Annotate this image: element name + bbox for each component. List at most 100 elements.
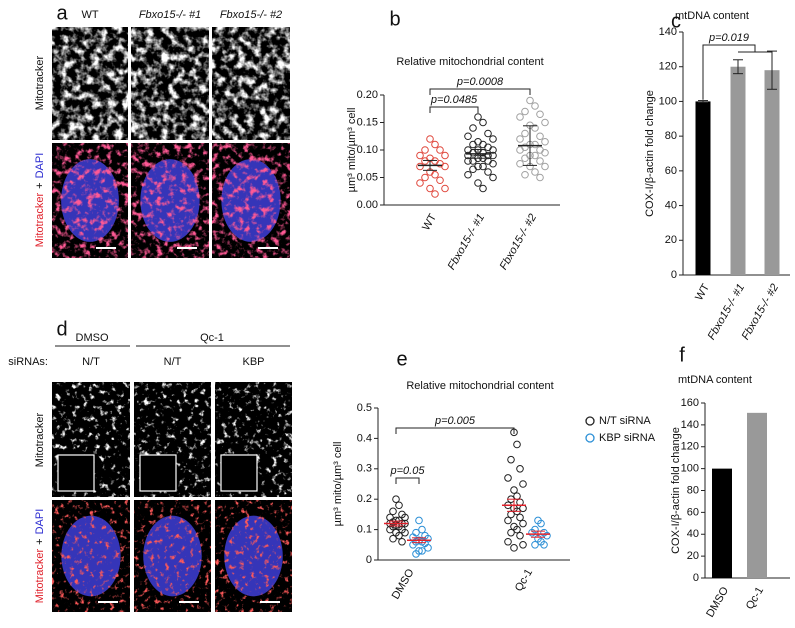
panel-letter: b: [389, 8, 400, 30]
data-point: [421, 157, 429, 165]
sirna-label: siRNAs:: [8, 356, 48, 368]
y-tick-label: 0.4: [357, 432, 372, 444]
data-point: [441, 151, 449, 160]
data-point: [489, 151, 497, 160]
data-point: [504, 537, 512, 546]
data-point: [516, 135, 524, 143]
data-point: [479, 118, 487, 127]
data-point: [484, 168, 492, 176]
data-point: [392, 495, 400, 504]
y-tick-label: 0.1: [357, 524, 372, 536]
panel-letter: a: [56, 2, 68, 24]
y-tick-label: 0.3: [357, 463, 372, 475]
data-point: [536, 110, 544, 119]
y-axis-label: µm³ mito/µm³ cell: [332, 442, 344, 527]
texture: [52, 500, 130, 612]
y-tick-label: 140: [659, 26, 677, 38]
y-axis-label: COX-I/β-actin fold change: [644, 90, 656, 217]
data-point: [540, 541, 548, 549]
inset: [139, 454, 177, 492]
data-point: [389, 507, 397, 516]
significance-bracket: [429, 106, 479, 113]
bar: [730, 66, 746, 275]
data-point: [479, 162, 487, 171]
texture: [212, 143, 290, 258]
row-label-part: DAPI: [34, 153, 46, 179]
data-point: [521, 170, 529, 179]
bar: [695, 101, 711, 275]
data-point: [531, 140, 539, 149]
treatment-label: Qc-1: [200, 332, 224, 344]
row-label-part: +: [34, 538, 46, 544]
micrograph: [131, 27, 209, 140]
micrograph: [215, 382, 292, 497]
data-point: [401, 513, 409, 522]
data-point: [521, 129, 529, 138]
data-point: [519, 519, 527, 528]
data-point: [489, 173, 497, 182]
data-point: [519, 480, 527, 488]
chart-title: mtDNA content: [678, 374, 752, 386]
texture: [131, 143, 209, 258]
data-point: [418, 547, 426, 555]
panel-letter: e: [396, 348, 407, 370]
data-point: [479, 184, 487, 193]
data-point: [464, 151, 472, 160]
sirna: N/T: [164, 356, 182, 368]
data-point: [513, 525, 521, 534]
data-point: [418, 525, 426, 534]
chart-title: Relative mitochondrial content: [406, 380, 553, 392]
data-point: [521, 154, 529, 163]
row-label: Mitotracker: [34, 412, 46, 467]
data-point: [521, 107, 529, 116]
data-point: [436, 176, 444, 185]
data-point: [513, 440, 521, 449]
data-point: [416, 179, 424, 187]
x-tick-label: DMSO: [704, 585, 731, 620]
x-tick-label: Qc-1: [513, 567, 535, 594]
data-point: [436, 146, 444, 154]
row-label: Mitotracker: [34, 55, 46, 110]
data-point: [489, 135, 497, 143]
data-point: [531, 151, 539, 160]
micrograph: [52, 27, 128, 140]
micrograph: [52, 382, 130, 497]
legend-marker: [585, 416, 595, 426]
legend-label: KBP siRNA: [599, 432, 656, 444]
y-tick-label: 120: [681, 441, 699, 453]
x-tick-label: WT: [693, 282, 712, 303]
y-tick-label: 160: [681, 397, 699, 409]
x-tick-label: Fbxo15-/- #1: [446, 212, 488, 272]
data-point: [516, 513, 524, 522]
row-label: Mitotracker + DAPI: [34, 153, 46, 248]
data-point: [441, 184, 449, 193]
x-tick-label: WT: [420, 212, 439, 233]
data-point: [516, 146, 524, 154]
data-point: [543, 531, 551, 540]
y-tick-label: 100: [681, 463, 699, 475]
data-point: [541, 162, 549, 171]
y-tick-label: 40: [687, 528, 699, 540]
y-tick-label: 80: [687, 484, 699, 496]
y-axis-label: COX-I/β-actin fold change: [670, 427, 682, 554]
sirna: KBP: [242, 356, 264, 368]
data-point: [537, 519, 545, 528]
y-tick-label: 40: [665, 199, 677, 211]
texture: [131, 27, 209, 140]
data-point: [409, 541, 417, 549]
y-tick-label: 0.00: [357, 199, 378, 211]
data-point: [421, 173, 429, 182]
y-tick-label: 80: [665, 130, 677, 142]
data-point: [536, 146, 544, 154]
row-label-part: DAPI: [34, 509, 46, 535]
row-label-part: +: [34, 182, 46, 188]
data-point: [395, 501, 403, 510]
data-point: [541, 137, 549, 146]
data-point: [464, 157, 472, 165]
data-point: [531, 541, 539, 549]
significance-bracket: [395, 427, 515, 434]
data-point: [424, 544, 432, 552]
y-tick-label: 60: [665, 165, 677, 177]
data-point: [516, 531, 524, 540]
data-point: [516, 113, 524, 121]
